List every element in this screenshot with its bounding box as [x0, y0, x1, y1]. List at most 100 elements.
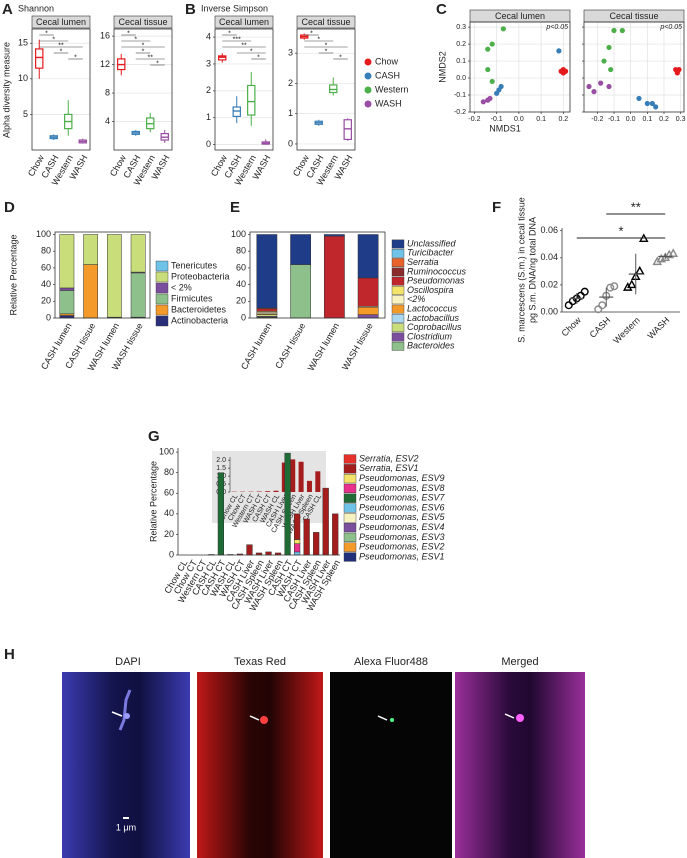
legend-label: Proteobacteria	[171, 271, 230, 281]
bar-segment	[294, 539, 301, 544]
bar-segment	[256, 314, 278, 317]
legend-label: Pseudomonas, ESV4	[359, 522, 445, 532]
point	[611, 27, 617, 34]
significance-label: *	[339, 54, 342, 61]
annotation: p<0.05	[545, 24, 568, 31]
bar-segment	[324, 234, 345, 237]
bar-segment	[313, 532, 320, 556]
legend-label: Turicibacter	[407, 248, 454, 258]
bar-segment	[284, 452, 291, 556]
legend-label: Chow	[375, 56, 399, 66]
point	[586, 83, 592, 90]
inset-bar	[290, 459, 296, 492]
legend-label: Firmicutes	[171, 293, 213, 303]
legend-label: <2%	[407, 294, 425, 304]
facet-header	[31, 15, 91, 29]
point	[494, 90, 500, 96]
point	[591, 89, 597, 95]
y-tick-label: 40	[236, 279, 246, 289]
bar-segment	[294, 513, 301, 540]
legend-swatch	[391, 341, 405, 351]
bar-segment	[294, 543, 301, 553]
legend-swatch	[155, 315, 169, 327]
panel-letter: C	[436, 1, 447, 18]
legend-swatch	[391, 248, 405, 258]
panel-letter: B	[185, 1, 196, 18]
x-tick-label: -0.2	[468, 116, 480, 123]
significance-label: **	[631, 199, 641, 214]
y-tick-label: 0	[46, 312, 51, 322]
x-tick-label: WASH lumen	[306, 321, 342, 372]
legend-swatch	[343, 493, 357, 503]
legend-swatch	[155, 293, 169, 305]
y-tick-label: 20	[236, 296, 246, 306]
significance-label: *	[142, 42, 145, 49]
point	[610, 282, 619, 291]
plot-frame	[214, 28, 274, 151]
y-axis-label: pg S.m. DNA/ng total DNA	[527, 217, 537, 323]
y-tick-label: 20	[164, 529, 174, 539]
significance-label: *	[250, 48, 253, 55]
bar-segment	[256, 311, 278, 315]
bar-segment	[357, 234, 379, 279]
legend-swatch	[343, 513, 357, 523]
y-tick-label: 0.3	[456, 24, 466, 31]
significance-label: *	[134, 36, 137, 43]
legend-swatch	[391, 314, 405, 323]
point	[634, 265, 645, 275]
point	[489, 41, 495, 47]
arrow	[377, 715, 388, 721]
legend-label: Lactobacillus	[407, 313, 460, 323]
bar-segment	[303, 518, 310, 556]
inset-bar	[306, 480, 312, 492]
legend-label: Pseudomonas, ESV2	[359, 542, 445, 552]
legend-swatch	[343, 483, 357, 494]
image-label: Alexa Fluor488	[354, 656, 428, 668]
legend-swatch	[391, 276, 405, 286]
point	[606, 44, 612, 51]
bar-segment	[265, 551, 272, 556]
micrograph	[197, 672, 323, 858]
point	[487, 95, 493, 102]
panel-letter: G	[148, 428, 160, 445]
significance-label: *	[317, 36, 320, 43]
legend-label: Pseudomonas	[407, 276, 465, 286]
facet-header	[214, 15, 274, 29]
point	[644, 100, 650, 107]
legend-swatch	[343, 503, 357, 513]
y-axis-label: Relative Percentage	[148, 461, 158, 542]
y-tick-label: 5	[23, 109, 28, 119]
x-tick-label: 0.1	[536, 116, 546, 123]
legend-swatch	[343, 532, 357, 543]
legend-swatch	[343, 474, 357, 484]
arrows	[111, 711, 515, 721]
significance-label: *	[45, 30, 48, 37]
point	[594, 305, 603, 314]
significance-label: *	[325, 42, 328, 49]
bar-segment	[294, 551, 301, 556]
y-tick-label: 4	[105, 116, 110, 126]
legend-swatch	[343, 523, 357, 533]
legend-label: WASH	[375, 98, 402, 108]
x-tick-label: WASH	[645, 315, 671, 341]
x-tick-label: 0.2	[558, 116, 568, 123]
y-axis-label: S. marcescens (S.m.) in cecal tissue	[516, 197, 526, 343]
x-tick-label: 0.0	[626, 116, 636, 123]
y-tick-label: 100	[159, 446, 174, 456]
bar-segment	[217, 472, 224, 556]
image-label: Merged	[501, 656, 538, 668]
significance-label: *	[325, 48, 328, 55]
legend-label: < 2%	[171, 282, 192, 292]
y-tick-label: 0	[206, 139, 211, 149]
bar-segment	[357, 306, 379, 315]
point	[564, 301, 573, 310]
y-tick-label: 0.04	[540, 252, 558, 262]
bar-segment	[256, 234, 278, 309]
y-tick-label: 10	[18, 73, 28, 83]
bar-segment	[290, 264, 311, 319]
legend-label: Actinobacteria	[171, 315, 228, 325]
y-tick-label: 12	[100, 59, 110, 69]
box	[247, 84, 256, 116]
legend-swatch	[343, 552, 357, 562]
point	[668, 248, 679, 257]
